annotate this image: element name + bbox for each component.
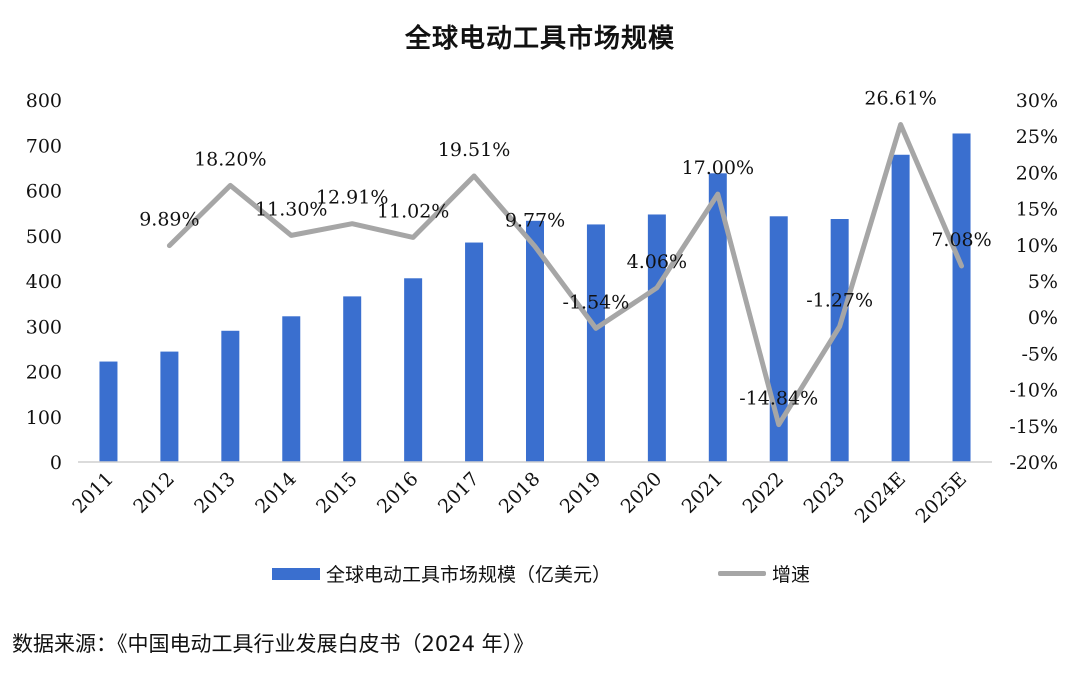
bar-2019 [586,224,605,462]
legend-item-bar: 全球电动工具市场规模（亿美元） [272,560,611,587]
source-note: 数据来源：《中国电动工具行业发展白皮书（2024 年）》 [12,632,535,656]
x-tick-label: 2021 [678,468,728,518]
chart-plot: 0 100 200 300 400 500 600 700 800 -20% -15% -10% -5… [26,88,1058,528]
growth-data-labels: 9.89% 18.20% 11.30%12.91%11.02% 19.51% 9.77%… [139,88,991,410]
growth-label-2015: 12.91% [316,187,388,209]
bar-2016 [404,278,423,462]
left-tick-label: 300 [26,316,62,338]
x-axis: 2011 2012 2013 2014 2015 2016 2017 2018 2019 2020… [68,468,971,528]
right-tick-label: -5% [1021,343,1058,365]
bar-2023 [830,219,849,462]
x-tick-label: 2017 [434,468,484,518]
growth-label-2013: 18.20% [194,148,266,170]
legend-line-label: 增速 [772,564,811,586]
x-tick-label: 2024E [851,468,911,528]
growth-label-2022: -14.84% [739,388,818,410]
growth-label-2019: -1.54% [563,291,630,313]
left-axis: 0 100 200 300 400 500 600 700 800 [26,90,62,474]
right-tick-label: 15% [1016,199,1058,221]
growth-label-2023: -1.27% [806,289,873,311]
legend-bar-swatch [272,567,320,580]
right-tick-label: 30% [1016,90,1058,112]
growth-label-2021: 17.00% [682,157,754,179]
bar-2015 [343,296,362,462]
growth-series [166,122,965,428]
bar-2011 [99,361,118,462]
growth-label-2016: 11.02% [377,200,449,222]
x-tick-label: 2012 [129,468,179,518]
bar-2017 [465,242,484,462]
right-tick-label: -10% [1009,380,1058,402]
bar-series [99,133,971,463]
left-tick-label: 200 [26,362,62,384]
x-tick-label: 2022 [739,468,789,518]
growth-line [166,122,965,428]
left-tick-label: 100 [26,407,62,429]
bar-2024E [891,154,910,462]
growth-label-2014: 11.30% [255,198,327,220]
x-tick-label: 2014 [251,468,301,518]
legend: 全球电动工具市场规模（亿美元） 增速 [0,560,1080,590]
bar-2018 [526,220,544,462]
left-tick-label: 500 [26,226,62,248]
right-tick-label: 25% [1016,126,1058,148]
x-tick-label: 2011 [68,468,118,518]
growth-label-2024E: 26.61% [864,88,936,110]
chart-title: 全球电动工具市场规模 [404,24,675,54]
right-tick-label: -15% [1009,416,1058,438]
bar-2014 [282,316,301,462]
right-tick-label: 20% [1016,162,1058,184]
left-tick-label: 700 [26,135,62,157]
bar-2013 [221,330,240,462]
x-tick-label: 2016 [373,468,423,518]
growth-label-2012: 9.89% [139,209,199,231]
x-tick-label: 2025E [912,468,972,528]
x-tick-label: 2019 [556,468,606,518]
bar-2025E [952,133,971,463]
x-tick-label: 2020 [617,468,667,518]
right-tick-label: 5% [1028,271,1058,293]
legend-line-swatch [718,571,766,576]
bar-2021 [708,173,727,462]
right-tick-label: 0% [1028,307,1058,329]
x-tick-label: 2018 [495,468,545,518]
right-axis: -20% -15% -10% -5% 0% 5% 10% 15% 20% 25% 30% [1009,90,1058,474]
x-tick-label: 2015 [312,468,362,518]
right-tick-label: -20% [1009,452,1058,474]
right-tick-label: 10% [1016,235,1058,257]
bar-2012 [160,351,179,462]
x-tick-label: 2013 [190,468,240,518]
left-tick-label: 400 [26,271,62,293]
growth-label-2020: 4.06% [627,251,687,273]
x-tick-label: 2023 [799,468,849,518]
legend-bar-label: 全球电动工具市场规模（亿美元） [326,564,612,586]
growth-label-2025E: 7.08% [931,229,991,251]
left-tick-label: 800 [26,90,62,112]
growth-label-2018: 9.77% [505,209,565,231]
growth-label-2017: 19.51% [438,139,510,161]
left-tick-label: 0 [50,452,62,474]
legend-item-line: 增速 [718,560,810,587]
left-tick-label: 600 [26,181,62,203]
